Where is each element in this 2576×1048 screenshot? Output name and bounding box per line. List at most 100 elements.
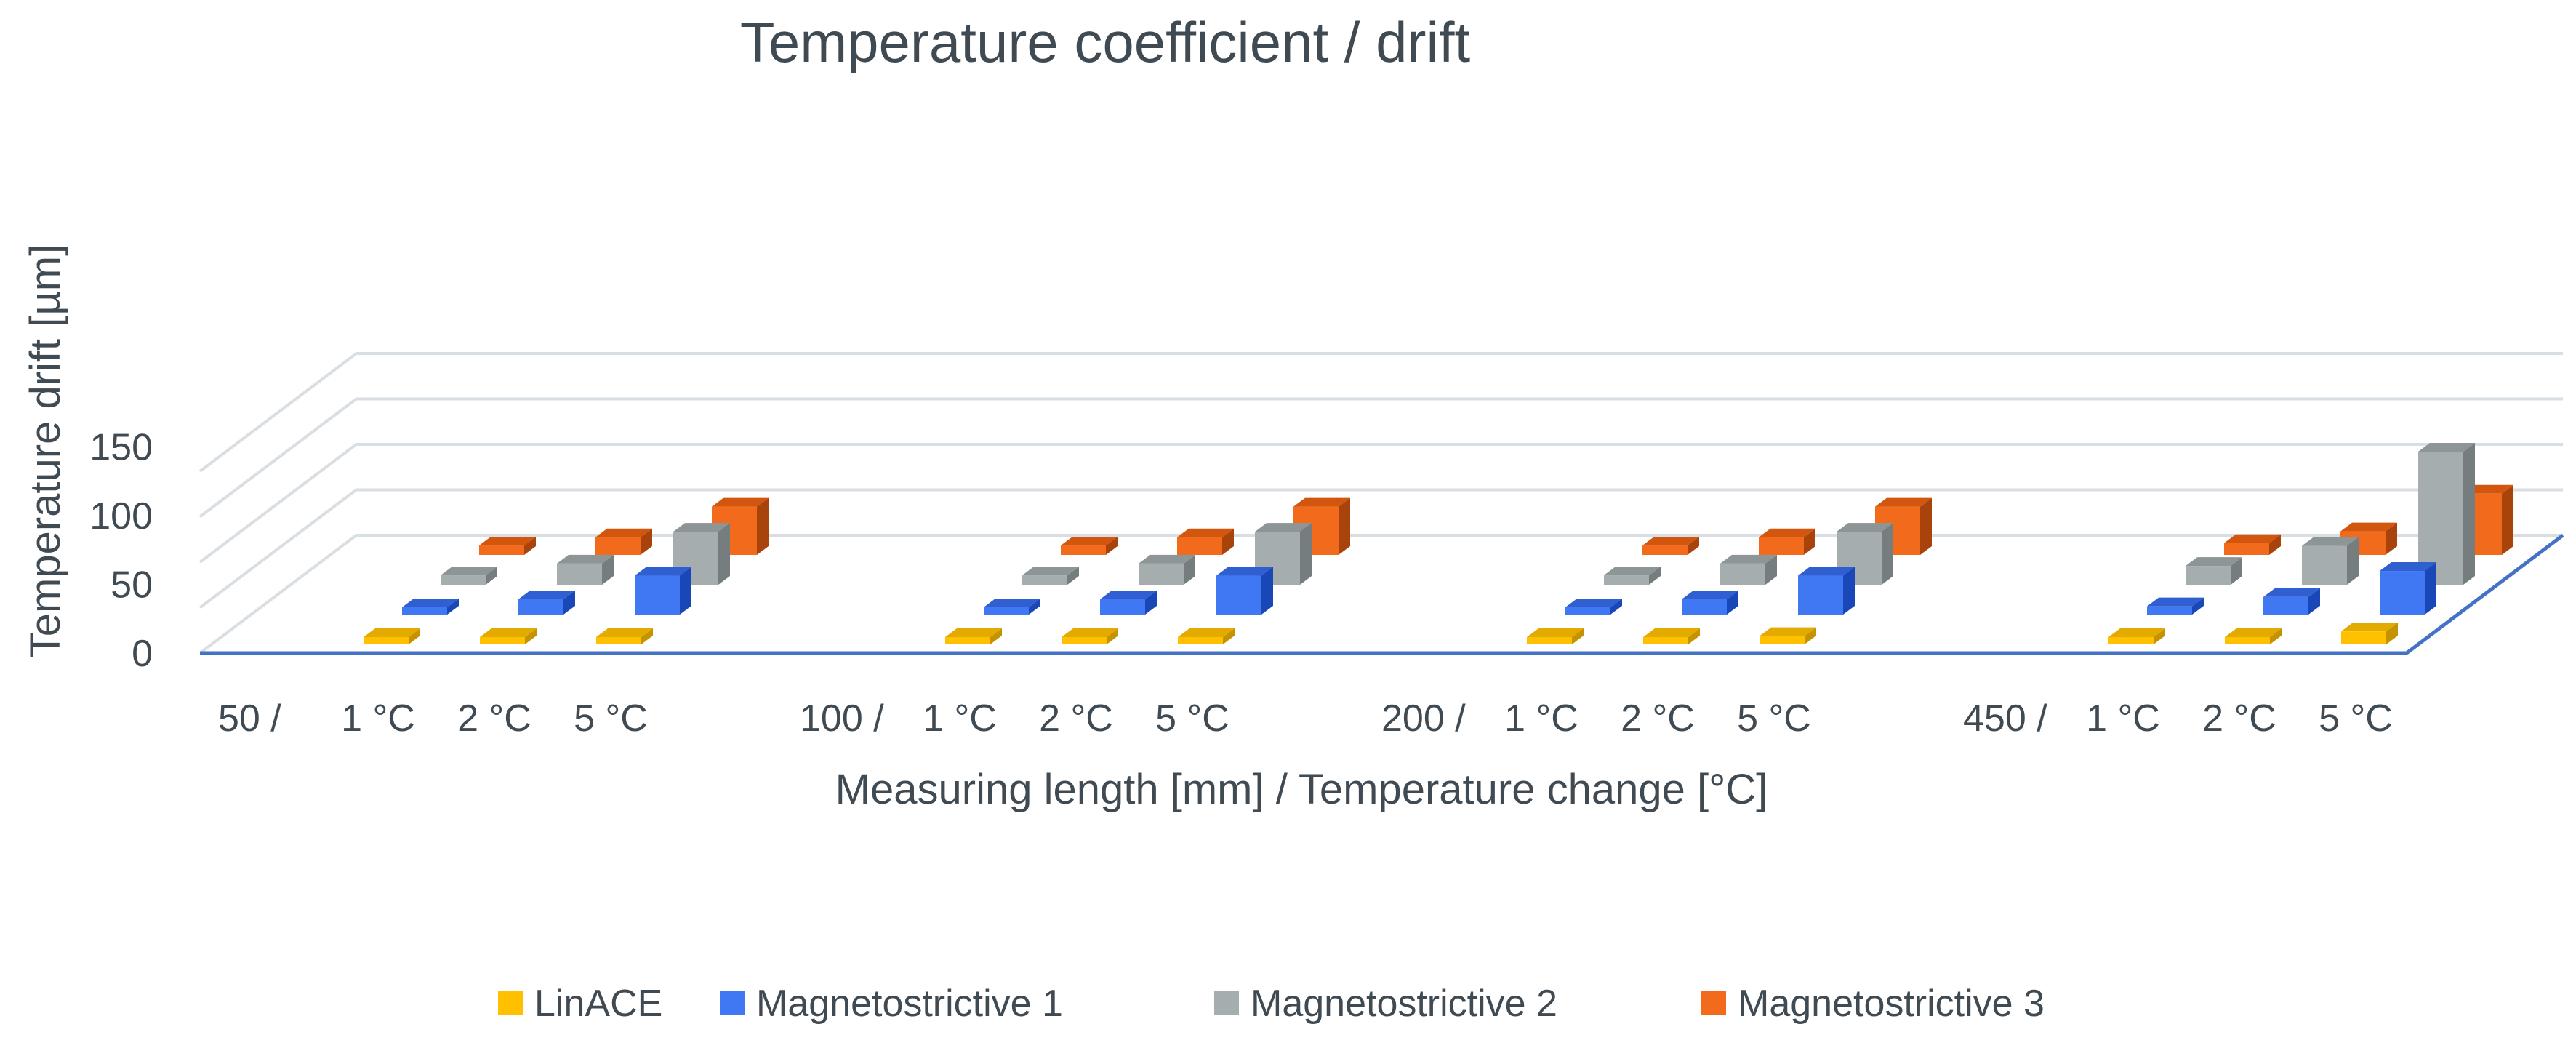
bar bbox=[2380, 562, 2436, 615]
bar-top bbox=[2147, 597, 2204, 607]
bar-side bbox=[1882, 523, 1893, 585]
bar-top bbox=[2380, 562, 2436, 572]
bar-front bbox=[595, 537, 641, 555]
y-axis-title: Temperature drift [µm] bbox=[22, 244, 69, 657]
bar-front bbox=[518, 599, 563, 615]
bar-front bbox=[1682, 599, 1727, 615]
bar-top bbox=[2418, 442, 2475, 452]
bar-top bbox=[480, 628, 537, 637]
bar-top bbox=[2263, 588, 2320, 597]
bar-top bbox=[1061, 537, 1118, 546]
subcategory-label: 2 °C bbox=[1039, 697, 1113, 740]
subcategory-label: 1 °C bbox=[2086, 697, 2160, 740]
bar-side bbox=[409, 628, 420, 644]
bar-top bbox=[364, 628, 420, 637]
floor-right-edge bbox=[2405, 534, 2564, 655]
subcategory-label: 1 °C bbox=[341, 697, 415, 740]
bar-side bbox=[1688, 628, 1700, 644]
bar-top bbox=[2302, 537, 2359, 546]
bar bbox=[635, 567, 691, 615]
subcategory-label: 1 °C bbox=[923, 697, 997, 740]
bar-side bbox=[2386, 623, 2398, 644]
bar-top bbox=[1100, 590, 1157, 599]
bar-top bbox=[1875, 497, 1932, 507]
bar bbox=[2225, 628, 2282, 644]
bar-front bbox=[1527, 637, 1572, 644]
subcategory-label: 5 °C bbox=[1155, 697, 1229, 740]
bar-top bbox=[712, 497, 769, 507]
bar bbox=[595, 528, 652, 555]
group-label: 200 / bbox=[1381, 697, 1466, 740]
bar-side bbox=[1610, 599, 1622, 615]
bar-front bbox=[1062, 637, 1107, 644]
bar-top bbox=[1255, 523, 1312, 532]
bar-side bbox=[1920, 497, 1932, 555]
bar bbox=[364, 628, 420, 644]
bar-front bbox=[984, 607, 1029, 615]
bar-top bbox=[1216, 567, 1273, 576]
bar-front bbox=[1061, 545, 1106, 555]
bar-side bbox=[486, 567, 497, 585]
gridlines bbox=[198, 352, 2564, 655]
subcategory-label: 2 °C bbox=[2202, 697, 2276, 740]
subcategory-label: 2 °C bbox=[457, 697, 531, 740]
bar bbox=[518, 590, 575, 615]
bar-side bbox=[1222, 528, 1234, 555]
bar-front bbox=[596, 637, 641, 644]
bar-top bbox=[984, 599, 1040, 607]
bar-front bbox=[1139, 563, 1184, 585]
bar bbox=[1565, 599, 1622, 615]
subcategory-label: 5 °C bbox=[574, 697, 648, 740]
bar-top bbox=[1022, 567, 1079, 576]
bar-front bbox=[441, 575, 486, 585]
legend-label: Magnetostrictive 2 bbox=[1251, 983, 1557, 1025]
gridline-side bbox=[198, 443, 358, 564]
bar bbox=[480, 628, 537, 644]
bar-side bbox=[2192, 597, 2204, 615]
bar-top bbox=[1565, 599, 1622, 607]
gridline-side bbox=[198, 397, 358, 519]
bar-front bbox=[480, 637, 525, 644]
bar bbox=[441, 567, 497, 585]
bar-front bbox=[1642, 545, 1688, 555]
bar bbox=[1642, 537, 1699, 555]
bar-side bbox=[718, 523, 730, 585]
subcategory-label: 2 °C bbox=[1621, 697, 1695, 740]
bar-side bbox=[1106, 537, 1118, 555]
bar bbox=[1139, 554, 1195, 585]
bar-front bbox=[2341, 631, 2386, 644]
bar-top bbox=[441, 567, 497, 576]
bar-side bbox=[2269, 534, 2281, 555]
bar-side bbox=[1765, 554, 1777, 585]
bar-top bbox=[1759, 528, 1815, 537]
bar-side bbox=[1029, 599, 1040, 615]
bar-top bbox=[1293, 497, 1350, 507]
legend-swatch bbox=[1214, 991, 1239, 1015]
bar-front bbox=[1216, 575, 1261, 615]
bar-top bbox=[2108, 628, 2165, 637]
bar-front bbox=[2147, 606, 2192, 615]
bar bbox=[2341, 623, 2398, 644]
bar-top bbox=[557, 554, 614, 564]
bar bbox=[1720, 554, 1777, 585]
bar bbox=[2263, 588, 2320, 615]
legend-swatch bbox=[720, 991, 745, 1015]
bar-front bbox=[1759, 537, 1804, 555]
bar-side bbox=[1572, 628, 1584, 644]
bar-top bbox=[2341, 623, 2398, 632]
bar-top bbox=[635, 567, 691, 576]
bar bbox=[1527, 628, 1584, 644]
bar-top bbox=[1798, 567, 1855, 576]
bar-top bbox=[1682, 590, 1738, 599]
bar-top bbox=[1527, 628, 1584, 637]
bar-side bbox=[1727, 590, 1738, 615]
bar-front bbox=[635, 575, 680, 615]
bar-side bbox=[2270, 628, 2282, 644]
bar-side bbox=[1805, 627, 1816, 644]
category-labels: 50 / 1 °C 2 °C 5 °C 100 / 1 °C 2 °C 5 °C 200 / 1 … bbox=[218, 697, 2393, 740]
bar bbox=[1022, 567, 1079, 585]
bar-front bbox=[1604, 575, 1649, 585]
bar-side bbox=[2463, 442, 2475, 585]
bar-front bbox=[557, 563, 602, 585]
